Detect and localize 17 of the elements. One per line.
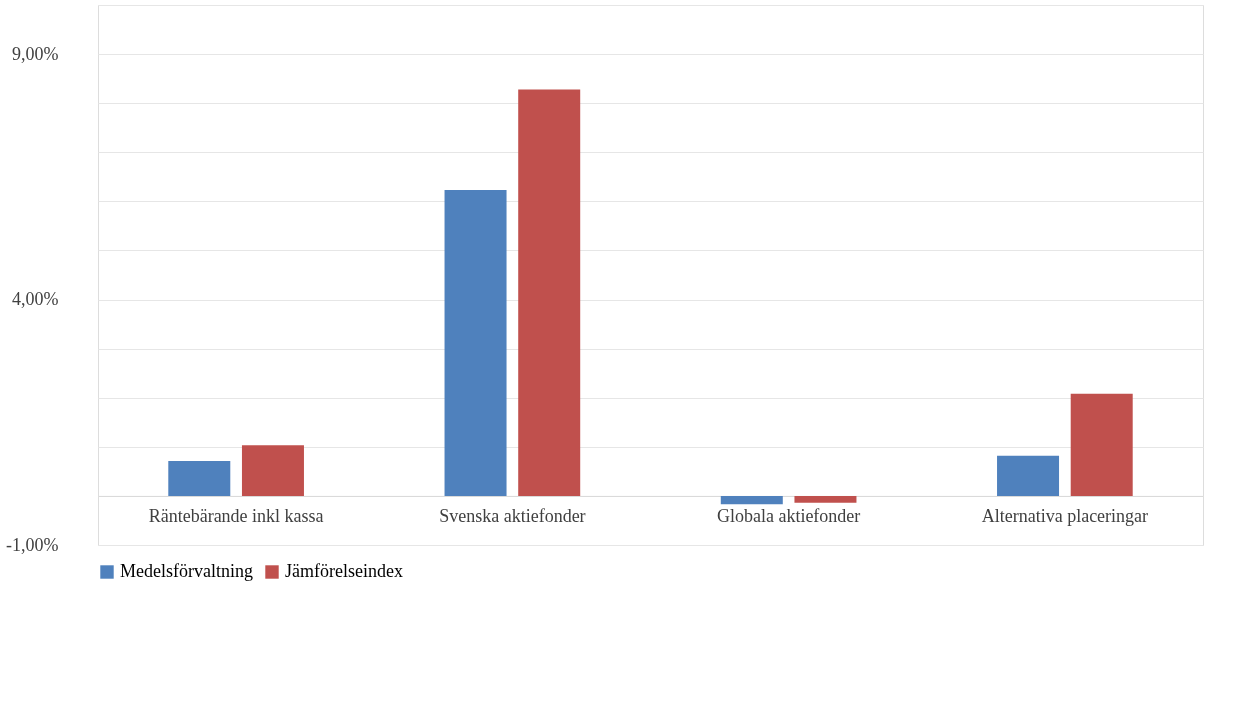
bar: [1070, 393, 1133, 496]
x-tick-label: Svenska aktiefonder: [439, 506, 586, 527]
bar: [241, 445, 304, 496]
x-tick-label: Globala aktiefonder: [716, 506, 861, 527]
bar: [794, 495, 857, 503]
y-tick-label: 4,00%: [12, 289, 59, 310]
y-tick-label: 9,00%: [12, 43, 59, 64]
bar: [720, 495, 783, 505]
bar: [997, 455, 1060, 496]
legend-label: Medelsförvaltning: [120, 561, 253, 581]
x-tick-label: Räntebärande inkl kassa: [148, 506, 324, 527]
bar: [168, 461, 231, 496]
bar: [444, 190, 507, 496]
y-tick-label: -1,00%: [6, 534, 59, 555]
bar: [518, 89, 581, 496]
x-tick-label: Alternativa placeringar: [981, 506, 1149, 527]
legend-label: Jämförelseindex: [285, 561, 403, 581]
